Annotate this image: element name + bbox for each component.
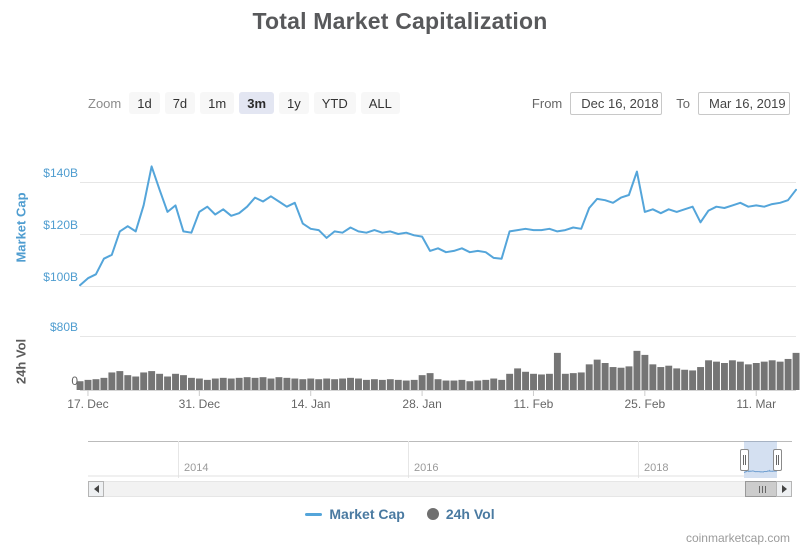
arrow-right-icon (781, 485, 787, 493)
x-axis-label: 17. Dec (67, 397, 109, 411)
date-range-group: From To (531, 91, 790, 115)
y-axis-label-volume: $80B (49, 320, 78, 334)
to-date-input[interactable] (698, 91, 790, 115)
scrollbar-right-button[interactable] (776, 481, 792, 497)
legend-item-market-cap[interactable]: Market Cap (305, 506, 405, 522)
navigator-year-label: 2016 (414, 462, 439, 474)
x-axis-label: 25. Feb (624, 397, 666, 411)
to-label: To (676, 95, 690, 111)
from-date-input[interactable] (570, 91, 663, 115)
attribution: coinmarketcap.com (685, 531, 790, 545)
zoom-button-3m[interactable]: 3m (239, 92, 275, 114)
zoom-button-1m[interactable]: 1m (200, 92, 235, 114)
y-axis-label-marketcap: $100B (43, 270, 78, 284)
grip-icon (758, 485, 766, 493)
scrollbar-left-button[interactable] (88, 481, 104, 497)
line-marker-icon (305, 512, 323, 516)
navigator-selection[interactable] (744, 441, 777, 478)
arrow-left-icon (93, 485, 99, 493)
dot-marker-icon (426, 508, 439, 520)
y-axis-label-marketcap: $120B (43, 218, 78, 232)
x-axis-label: 11. Mar (736, 397, 777, 411)
zoom-button-1y[interactable]: 1y (279, 92, 309, 114)
zoom-button-ytd[interactable]: YTD (313, 92, 356, 114)
zoom-button-group: 1d 7d 1m 3m 1y YTD ALL (129, 92, 400, 114)
y-axis-label-volume-zero: 0 (71, 374, 78, 388)
x-axis-label: 11. Feb (513, 397, 554, 411)
legend-label: Market Cap (329, 506, 405, 522)
y-axis-label-marketcap: $140B (43, 166, 78, 180)
x-axis-label: 28. Jan (402, 397, 442, 411)
scrollbar-track[interactable] (88, 481, 792, 497)
navigator-year-label: 2014 (184, 462, 209, 474)
zoom-label: Zoom (88, 95, 122, 111)
navigator-left-handle-icon[interactable] (740, 449, 749, 471)
legend: Market Cap 24h Vol (0, 506, 800, 522)
x-axis-label: 14. Jan (291, 397, 331, 411)
x-axis-label: 31. Dec (178, 397, 220, 411)
page-title: Total Market Capitalization (252, 8, 548, 34)
legend-label: 24h Vol (445, 506, 495, 522)
from-label: From (531, 95, 563, 111)
zoom-button-all[interactable]: ALL (360, 92, 400, 114)
scrollbar-thumb[interactable] (745, 481, 779, 497)
zoom-button-7d[interactable]: 7d (164, 92, 196, 114)
zoom-button-1d[interactable]: 1d (129, 92, 160, 114)
legend-item-24h-vol[interactable]: 24h Vol (426, 506, 495, 522)
navigator-right-handle-icon[interactable] (773, 449, 782, 471)
navigator-year-label: 2018 (644, 462, 669, 474)
